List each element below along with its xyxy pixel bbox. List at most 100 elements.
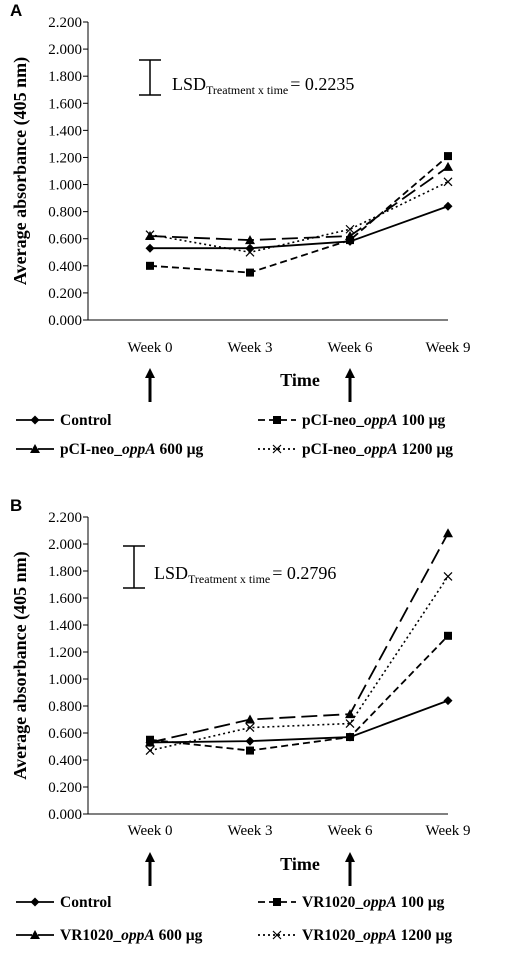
series-line	[149, 155, 449, 274]
data-point	[443, 696, 453, 706]
x-marker-stroke	[245, 247, 255, 257]
y-tick-label: 1.800	[48, 69, 82, 85]
panel-letter: A	[10, 1, 22, 20]
y-tick-label: 0.200	[48, 780, 82, 796]
series-line	[149, 575, 449, 752]
legend-label: VR1020_oppA 1200 µg	[302, 927, 452, 944]
x-tick-label: Week 9	[425, 823, 470, 839]
data-point	[443, 571, 453, 581]
y-tick-label: 1.600	[48, 591, 82, 607]
legend-item: pCI-neo_oppA 100 µg	[258, 412, 446, 429]
upward-arrow-icon	[345, 368, 355, 402]
legend-label-part: 1200 µg	[398, 441, 454, 458]
series-2	[146, 152, 452, 277]
legend-item: Control	[16, 894, 112, 911]
legend-label-part: oppA	[363, 927, 397, 944]
arrow-head	[145, 368, 155, 378]
data-point	[245, 736, 255, 746]
legend-label-part: oppA	[364, 441, 398, 458]
data-point	[245, 723, 255, 733]
series-line	[149, 166, 449, 241]
legend-marker	[30, 897, 40, 907]
series-2	[146, 631, 452, 755]
data-point	[345, 719, 355, 728]
y-tick-label: 0.800	[48, 205, 82, 221]
legend-label-part: 100 µg	[397, 894, 445, 911]
data-point	[444, 631, 452, 640]
legend-label: Control	[60, 894, 112, 911]
data-point	[443, 177, 453, 187]
data-point	[443, 201, 453, 211]
y-tick-label: 2.000	[48, 42, 82, 58]
data-point	[245, 243, 255, 253]
data-point	[246, 746, 254, 755]
series-line	[149, 635, 449, 752]
upward-arrow-icon	[145, 368, 155, 402]
legend-label-part: pCI-neo_	[302, 412, 364, 429]
legend-label: Control	[60, 412, 112, 429]
series-line	[149, 181, 449, 254]
legend-marker	[30, 930, 40, 939]
x-tick-label: Week 0	[127, 823, 172, 839]
arrow-head	[345, 852, 355, 862]
data-point	[246, 268, 254, 277]
legend-marker	[30, 415, 40, 425]
data-point	[444, 152, 452, 161]
series-line	[149, 699, 449, 744]
arrow-head	[345, 368, 355, 378]
x-tick-label: Week 9	[425, 340, 470, 356]
x-tick-label: Week 3	[227, 823, 272, 839]
x-marker-stroke	[272, 444, 282, 454]
y-tick-label: 2.200	[48, 510, 82, 526]
x-marker-stroke	[345, 719, 355, 728]
y-tick-label: 0.400	[48, 753, 82, 769]
legend-item: VR1020_oppA 1200 µg	[258, 927, 452, 944]
y-tick-label: 1.400	[48, 123, 82, 139]
x-marker-stroke	[345, 224, 355, 234]
x-marker-stroke	[272, 930, 282, 940]
series-line	[149, 532, 449, 744]
legend-label-part: oppA	[363, 894, 397, 911]
legend-item: pCI-neo_oppA 1200 µg	[258, 441, 453, 458]
y-tick-label: 2.000	[48, 537, 82, 553]
data-point	[345, 231, 355, 241]
lsd-subscript: Treatment x time	[206, 83, 288, 97]
x-tick-label: Week 0	[127, 340, 172, 356]
legend-label-part: oppA	[122, 441, 156, 458]
legend-item: pCI-neo_oppA 600 µg	[16, 441, 204, 458]
legend-label-part: VR1020_	[302, 894, 363, 911]
series-3	[145, 161, 453, 245]
data-point	[145, 746, 155, 755]
legend-item: Control	[16, 412, 112, 429]
x-marker-stroke	[443, 571, 453, 581]
y-tick-label: 0.600	[48, 232, 82, 248]
upward-arrow-icon	[345, 852, 355, 886]
y-tick-label: 0.800	[48, 699, 82, 715]
y-tick-label: 1.600	[48, 96, 82, 112]
y-tick-label: 1.400	[48, 618, 82, 634]
y-tick-label: 0.200	[48, 286, 82, 302]
data-point	[345, 709, 355, 719]
legend-label: VR1020_oppA 100 µg	[302, 894, 445, 911]
legend-marker	[273, 898, 281, 906]
legend-label-part: oppA	[364, 412, 398, 429]
panel-b: B 0.000 0.200 0.400 0.600 0.800 1.000 1.200 1.40…	[10, 496, 471, 944]
legend-label-part: 600 µg	[155, 927, 203, 944]
data-point	[145, 243, 155, 253]
legend-label-part: oppA	[121, 927, 155, 944]
legend-label-part: VR1020_	[302, 927, 363, 944]
x-tick-label: Week 6	[327, 823, 373, 839]
data-point	[443, 528, 453, 538]
x-marker-stroke	[145, 230, 155, 240]
legend-label-part: pCI-neo_	[60, 441, 122, 458]
series-line	[150, 205, 449, 250]
legend-marker	[272, 930, 282, 940]
legend-label: pCI-neo_oppA 1200 µg	[302, 441, 453, 458]
legend-label-part: 1200 µg	[397, 927, 453, 944]
x-axis-title: Time	[280, 370, 320, 390]
series-3	[145, 528, 453, 747]
data-point	[245, 247, 255, 257]
data-point	[145, 230, 155, 240]
lsd-label: LSDTreatment x time = 0.2235	[172, 74, 354, 97]
